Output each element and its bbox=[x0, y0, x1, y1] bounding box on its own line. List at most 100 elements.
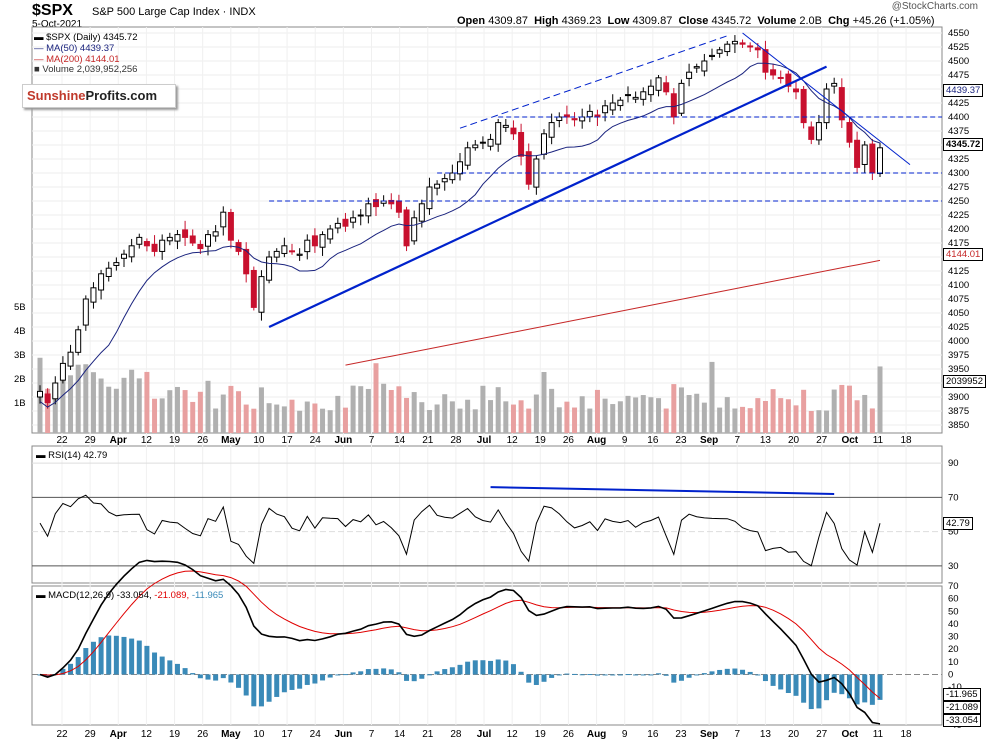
price-tick-label: 4400 bbox=[948, 112, 969, 123]
macd-histogram-bar bbox=[602, 674, 608, 676]
candle-body bbox=[289, 250, 295, 253]
macd-histogram-bar bbox=[541, 674, 547, 682]
macd-tick-label: 10 bbox=[948, 657, 959, 668]
volume-bar bbox=[747, 408, 753, 433]
candle-body bbox=[502, 124, 509, 128]
macd-tick-label: 0 bbox=[948, 669, 953, 680]
x-tick-label: Aug bbox=[587, 435, 606, 446]
x-tick-label: Sep bbox=[700, 435, 718, 446]
candle-body bbox=[258, 276, 265, 313]
macd-histogram-bar bbox=[144, 645, 150, 675]
macd-histogram-bar bbox=[709, 671, 715, 675]
macd-histogram-bar bbox=[365, 669, 371, 675]
candle-body bbox=[495, 122, 502, 145]
macd-histogram-bar bbox=[434, 671, 440, 675]
candle-body bbox=[793, 88, 799, 93]
volume-bar bbox=[617, 401, 623, 433]
volume-bar bbox=[533, 394, 539, 433]
price-tick-label: 4250 bbox=[948, 196, 969, 207]
x-tick-label: Jul bbox=[477, 729, 492, 740]
macd-label: ▬ MACD(12,26,9) -33.054, -21.089, -11.96… bbox=[36, 590, 224, 601]
ohlc-readout: Open 4309.87 High 4369.23 Low 4309.87 Cl… bbox=[457, 15, 935, 27]
x-tick-label: 14 bbox=[394, 435, 406, 446]
volume-bar bbox=[877, 366, 883, 433]
volume-bar bbox=[778, 398, 784, 433]
macd-histogram-bar bbox=[472, 660, 478, 675]
candle-body bbox=[59, 362, 66, 381]
candle-body bbox=[151, 243, 158, 252]
candle-body bbox=[388, 199, 395, 205]
candle-body bbox=[647, 85, 654, 96]
macd-histogram-bar bbox=[213, 674, 219, 681]
macd-histogram-bar bbox=[694, 674, 700, 676]
macd-histogram-bar bbox=[426, 674, 432, 676]
tag-ma200: 4144.01 bbox=[943, 248, 984, 261]
x-tick-label: Apr bbox=[110, 729, 127, 740]
macd-histogram-bar bbox=[159, 656, 165, 675]
candle-body bbox=[205, 234, 211, 247]
price-tick-label: 4375 bbox=[948, 126, 969, 137]
x-tick-label: 23 bbox=[675, 729, 687, 740]
macd-histogram-bar bbox=[60, 668, 66, 675]
candle-body bbox=[869, 143, 876, 174]
tag-ma50: 4439.37 bbox=[943, 84, 984, 97]
candle-body bbox=[510, 127, 517, 135]
candle-body bbox=[449, 172, 456, 181]
price-tick-label: 4425 bbox=[948, 98, 969, 109]
volume-bar bbox=[396, 386, 402, 433]
x-tick-label: 7 bbox=[734, 729, 740, 740]
macd-histogram-bar bbox=[182, 668, 188, 675]
macd-histogram-bar bbox=[449, 667, 455, 675]
rsi-tick-label: 90 bbox=[948, 458, 959, 469]
macd-tick-label: 50 bbox=[948, 606, 959, 617]
price-tick-label: 4100 bbox=[948, 280, 969, 291]
volume-bar bbox=[503, 401, 509, 433]
macd-tick-label: 20 bbox=[948, 644, 959, 655]
macd-panel-frame bbox=[31, 585, 943, 726]
legend-price: ▬ $SPX (Daily) 4345.72 bbox=[34, 32, 138, 43]
chart-date: 5-Oct-2021 bbox=[32, 19, 83, 30]
volume-bar bbox=[136, 378, 142, 433]
candle-body bbox=[182, 229, 189, 238]
volume-bar bbox=[144, 371, 150, 433]
macd-histogram-bar bbox=[465, 661, 471, 675]
macd-histogram-bar bbox=[762, 674, 768, 682]
volume-bar bbox=[320, 408, 326, 433]
volume-bar bbox=[732, 408, 738, 433]
macd-histogram-bar bbox=[770, 674, 776, 686]
macd-tick-label: 70 bbox=[948, 581, 959, 592]
macd-histogram-bar bbox=[388, 669, 394, 675]
rsi-tick-label: 30 bbox=[948, 561, 959, 572]
tag-rsi: 42.79 bbox=[943, 517, 973, 530]
ma50-line bbox=[39, 62, 881, 408]
candle-body bbox=[434, 183, 441, 189]
rsi-divergence-line bbox=[490, 486, 835, 495]
volume-bar bbox=[228, 385, 234, 433]
volume-bar bbox=[106, 386, 112, 433]
volume-bar bbox=[304, 401, 310, 433]
price-tick-label: 4175 bbox=[948, 238, 969, 249]
candle-body bbox=[319, 234, 326, 248]
volume-bar bbox=[686, 395, 692, 433]
candle-body bbox=[281, 245, 288, 254]
volume-bar bbox=[327, 410, 333, 433]
volume-bar bbox=[694, 393, 700, 433]
volume-bar bbox=[648, 397, 654, 433]
macd-histogram-bar bbox=[854, 674, 860, 705]
x-tick-label: 13 bbox=[760, 435, 772, 446]
x-tick-label: 19 bbox=[535, 729, 547, 740]
candle-body bbox=[777, 76, 784, 79]
falling-trendline bbox=[742, 32, 911, 165]
candle-body bbox=[98, 273, 105, 291]
candle-body bbox=[815, 122, 822, 141]
candle-body bbox=[731, 40, 738, 45]
candle-body bbox=[197, 243, 204, 250]
volume-bar bbox=[113, 388, 119, 433]
volume-bar bbox=[640, 395, 646, 433]
copyright[interactable]: @StockCharts.com bbox=[891, 1, 978, 12]
volume-bar bbox=[52, 383, 58, 433]
candle-body bbox=[273, 250, 280, 258]
volume-bar bbox=[793, 405, 799, 433]
x-tick-label: 26 bbox=[197, 729, 209, 740]
price-tick-label: 3900 bbox=[948, 392, 969, 403]
